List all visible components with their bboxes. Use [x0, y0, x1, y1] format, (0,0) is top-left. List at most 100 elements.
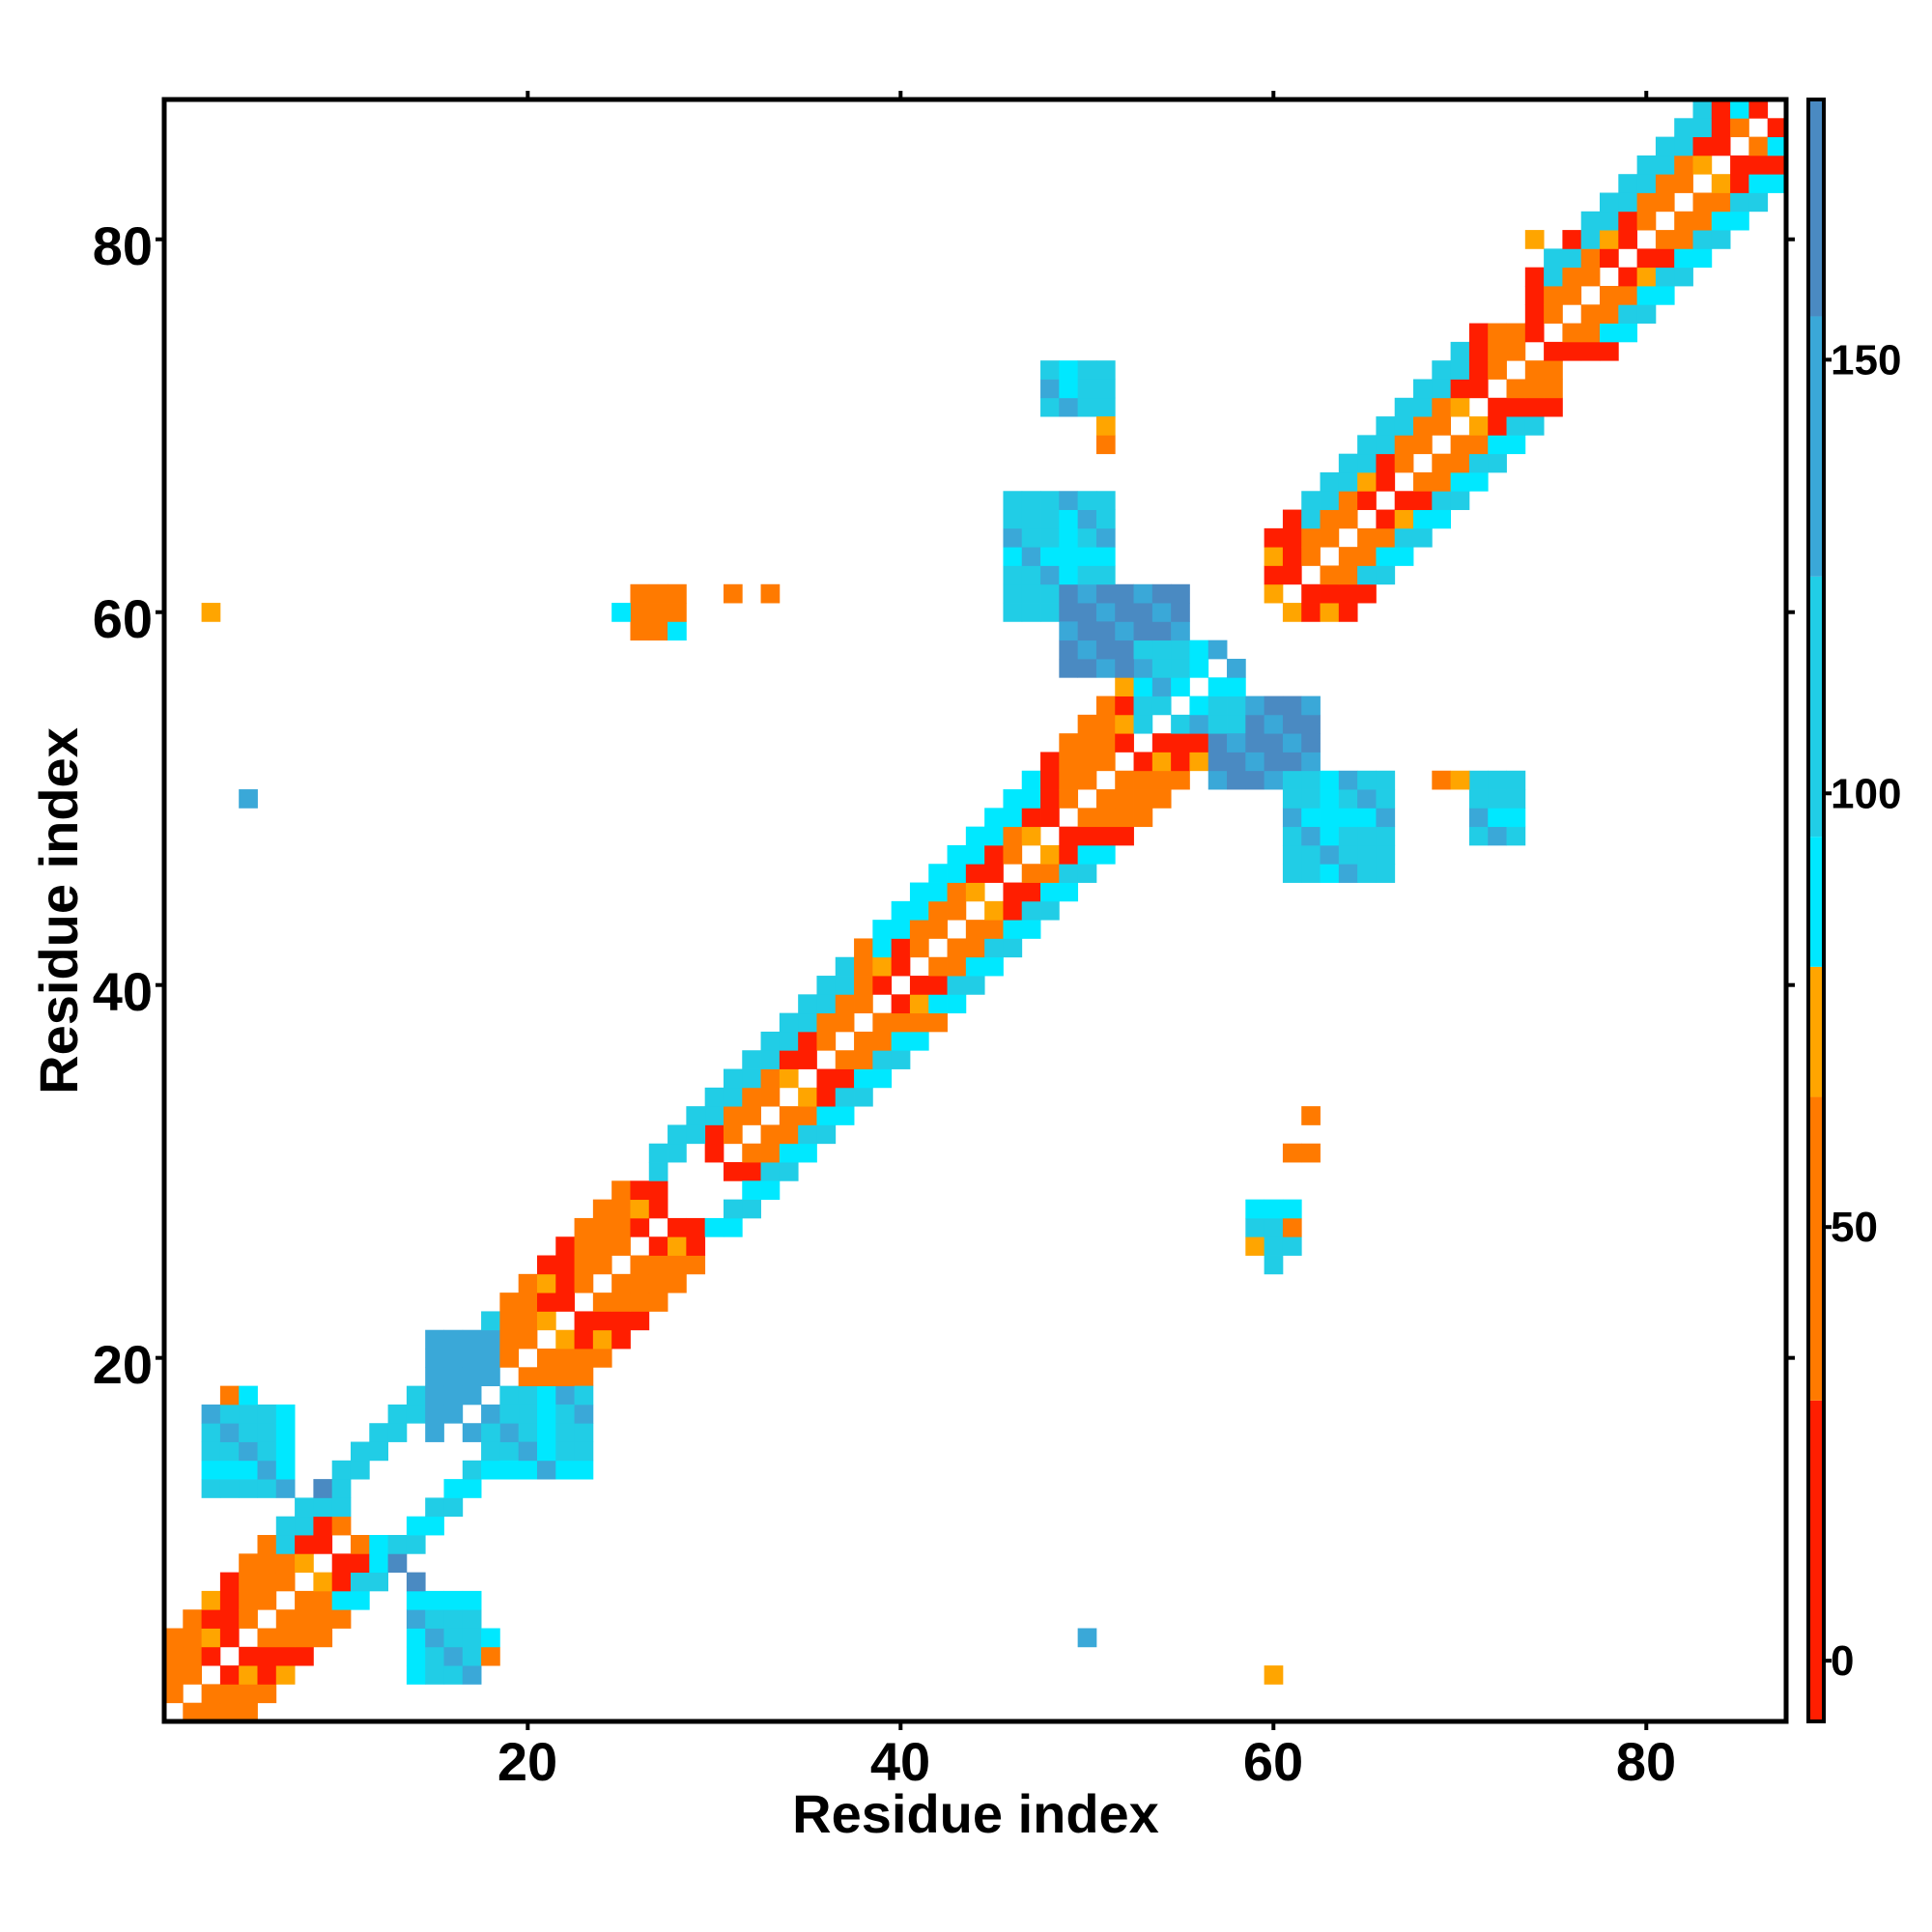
heatmap-cell	[443, 1497, 464, 1518]
heatmap-cell	[1413, 527, 1433, 548]
heatmap-cell	[1376, 453, 1396, 473]
heatmap-cell	[1133, 714, 1153, 734]
heatmap-cell	[1077, 658, 1097, 678]
heatmap-cell	[1115, 808, 1134, 828]
heatmap-cell	[313, 1479, 333, 1498]
heatmap-cell	[425, 1329, 444, 1350]
heatmap-cell	[648, 1255, 668, 1275]
heatmap-cell	[1730, 118, 1749, 137]
heatmap-cell	[742, 1143, 761, 1163]
heatmap-cell	[1655, 136, 1675, 156]
heatmap-cell	[183, 1665, 202, 1685]
heatmap-cell	[648, 1180, 668, 1201]
heatmap-cell	[854, 1031, 873, 1051]
heatmap-cell	[611, 1311, 631, 1331]
heatmap-cell	[1003, 900, 1023, 921]
heatmap-cell	[835, 1050, 855, 1069]
colorbar-frame	[1806, 98, 1826, 1723]
heatmap-cell	[481, 1646, 500, 1666]
heatmap-cell	[369, 1423, 388, 1442]
heatmap-cell	[219, 1385, 240, 1406]
heatmap-cell	[1059, 565, 1079, 585]
heatmap-cell	[1095, 509, 1116, 529]
heatmap-cell	[201, 1590, 221, 1610]
heatmap-cell	[201, 1423, 221, 1442]
heatmap-cell	[257, 1590, 277, 1610]
heatmap-cell	[779, 1124, 799, 1145]
heatmap-cell	[239, 1665, 258, 1685]
heatmap-cell	[239, 1702, 258, 1722]
heatmap-cell	[369, 1553, 388, 1574]
heatmap-cell	[257, 1460, 277, 1480]
heatmap-cell	[1282, 565, 1302, 585]
heatmap-cell	[1021, 583, 1041, 604]
heatmap-cell	[1095, 714, 1116, 734]
heatmap-cell	[1021, 527, 1041, 548]
heatmap-cell	[219, 1423, 240, 1442]
heatmap-cell	[1115, 789, 1134, 809]
heatmap-cell	[1095, 397, 1116, 417]
heatmap-cell	[574, 1423, 594, 1442]
heatmap-cell	[1133, 770, 1153, 790]
heatmap-cell	[1655, 155, 1675, 175]
heatmap-cell	[574, 1441, 594, 1462]
heatmap-cell	[1227, 677, 1246, 696]
heatmap-cell	[1151, 770, 1172, 790]
heatmap-cell	[1357, 471, 1377, 492]
heatmap-cell	[1245, 770, 1265, 790]
heatmap-cell	[1488, 323, 1507, 343]
heatmap-cell	[1264, 583, 1284, 604]
heatmap-cell	[1282, 752, 1302, 772]
heatmap-cell	[1468, 416, 1489, 436]
heatmap-cell	[742, 1199, 761, 1219]
heatmap-cell	[1171, 658, 1190, 678]
heatmap-cell	[1655, 248, 1675, 269]
heatmap-cell	[1059, 379, 1079, 399]
heatmap-cell	[984, 864, 1004, 883]
heatmap-cell	[928, 882, 948, 902]
heatmap-cell	[295, 1609, 314, 1629]
heatmap-cell	[219, 1590, 240, 1610]
heatmap-cell	[1488, 416, 1507, 436]
heatmap-cell	[1264, 1665, 1284, 1685]
heatmap-cell	[1357, 844, 1377, 865]
heatmap-cell	[798, 1087, 817, 1107]
heatmap-cell	[1095, 789, 1116, 809]
heatmap-cell	[779, 1162, 799, 1181]
heatmap-cell	[648, 1273, 668, 1293]
heatmap-cell	[1506, 379, 1526, 399]
heatmap-cell	[611, 1217, 631, 1237]
heatmap-cell	[499, 1385, 520, 1406]
heatmap-cell	[965, 976, 985, 995]
heatmap-cell	[1488, 826, 1507, 846]
heatmap-cell	[1618, 192, 1638, 213]
heatmap-cell	[668, 1217, 687, 1237]
x-tick-labels: 20 40 60 80	[497, 1731, 1676, 1792]
heatmap-cell	[462, 1329, 482, 1350]
heatmap-cell	[257, 1665, 277, 1685]
heatmap-cell	[574, 1236, 594, 1256]
heatmap-cell	[1394, 397, 1414, 417]
heatmap-cell	[835, 1012, 855, 1033]
heatmap-cell	[1171, 733, 1190, 753]
heatmap-cell	[1264, 752, 1284, 772]
heatmap-cells	[164, 99, 1787, 1722]
heatmap-cell	[1282, 1143, 1302, 1163]
heatmap-cell	[1301, 714, 1321, 734]
heatmap-cell	[313, 1516, 333, 1536]
colorbar-segment	[1808, 1400, 1824, 1721]
heatmap-cell	[704, 1106, 724, 1125]
heatmap-cell	[1357, 770, 1377, 790]
heatmap-cell	[1506, 826, 1526, 846]
heatmap-cell	[1264, 1199, 1284, 1219]
heatmap-cell	[1376, 826, 1396, 846]
heatmap-cell	[1394, 491, 1414, 510]
heatmap-cell	[1208, 639, 1228, 660]
heatmap-cell	[630, 1273, 650, 1293]
heatmap-cell	[536, 1441, 556, 1462]
heatmap-cell	[1003, 547, 1023, 566]
heatmap-cell	[1413, 397, 1433, 417]
heatmap-cell	[1357, 565, 1377, 585]
heatmap-cell	[984, 920, 1004, 939]
heatmap-cell	[1413, 435, 1433, 455]
